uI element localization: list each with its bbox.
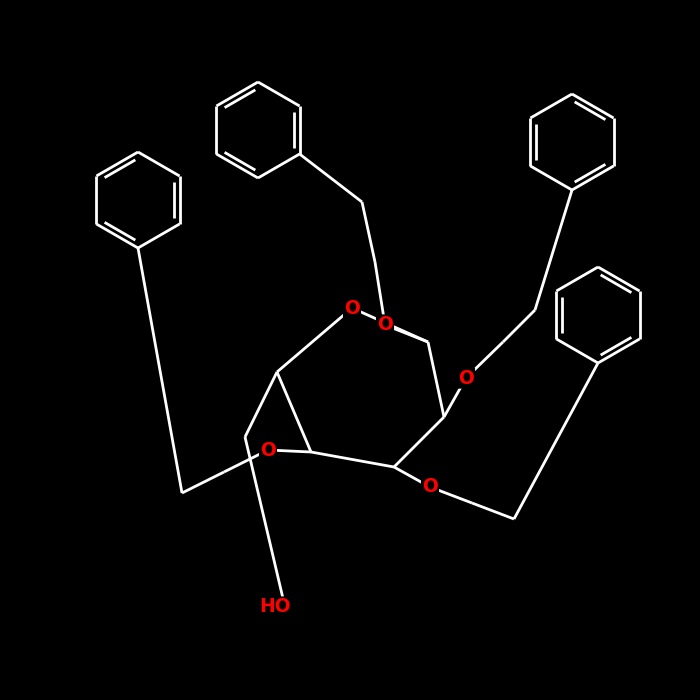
Text: HO: HO	[259, 598, 290, 617]
Text: O: O	[260, 440, 276, 459]
Text: O: O	[422, 477, 438, 496]
Text: O: O	[377, 316, 393, 335]
Text: O: O	[344, 298, 360, 318]
Text: O: O	[458, 368, 474, 388]
